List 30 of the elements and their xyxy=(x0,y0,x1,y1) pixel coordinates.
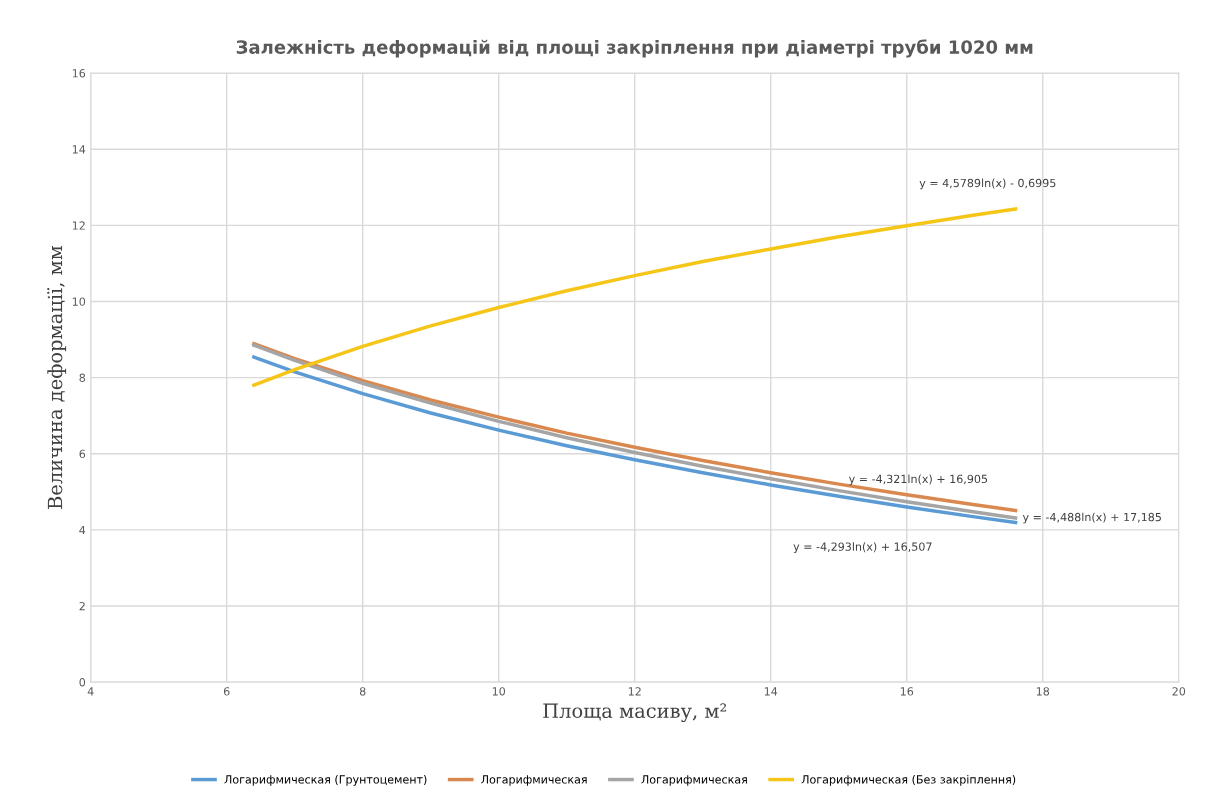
x-tick-label: 6 xyxy=(223,687,230,696)
y-tick-label: 10 xyxy=(72,297,86,306)
legend-label: Логарифмическая xyxy=(641,775,747,786)
x-tick-label: 8 xyxy=(359,687,366,696)
annotation: y = -4,488ln(x) + 17,185 xyxy=(1022,512,1161,524)
x-tick-label: 18 xyxy=(1036,687,1050,696)
y-tick-label: 8 xyxy=(79,373,86,382)
annotation: y = -4,293ln(x) + 16,507 xyxy=(793,542,932,553)
legend-label: Логарифмическая (Грунтоцемент) xyxy=(224,775,427,786)
y-tick-label: 14 xyxy=(72,145,86,154)
y-tick-label: 4 xyxy=(79,525,86,535)
y-tick-label: 16 xyxy=(72,69,86,78)
x-tick-label: 16 xyxy=(900,687,914,696)
x-tick-label: 14 xyxy=(764,687,778,696)
line-series xyxy=(252,207,1018,387)
y-tick-label: 6 xyxy=(79,449,86,459)
x-tick-label: 20 xyxy=(1172,687,1186,696)
y-tick-label: 2 xyxy=(79,601,85,611)
x-tick-label: 4 xyxy=(87,687,94,696)
legend-label: Логарифмическая xyxy=(481,775,587,786)
annotation: y = -4,321ln(x) + 16,905 xyxy=(848,474,988,486)
y-tick-label: 12 xyxy=(72,221,85,230)
y-axis-title: Величина деформації, мм xyxy=(47,245,67,509)
legend-label: Логарифмическая (Без закріплення) xyxy=(801,775,1016,786)
x-tick-label: 12 xyxy=(628,687,641,696)
annotation: y = 4,5789ln(x) - 0,6995 xyxy=(919,178,1056,190)
x-tick-label: 10 xyxy=(492,687,506,696)
x-axis-title: Площа масиву, м² xyxy=(543,703,727,723)
chart-title: Залежність деформацій від площі закріплення при діаметрі труби 1020 мм xyxy=(236,39,1033,58)
y-tick-label: 0 xyxy=(79,678,86,687)
